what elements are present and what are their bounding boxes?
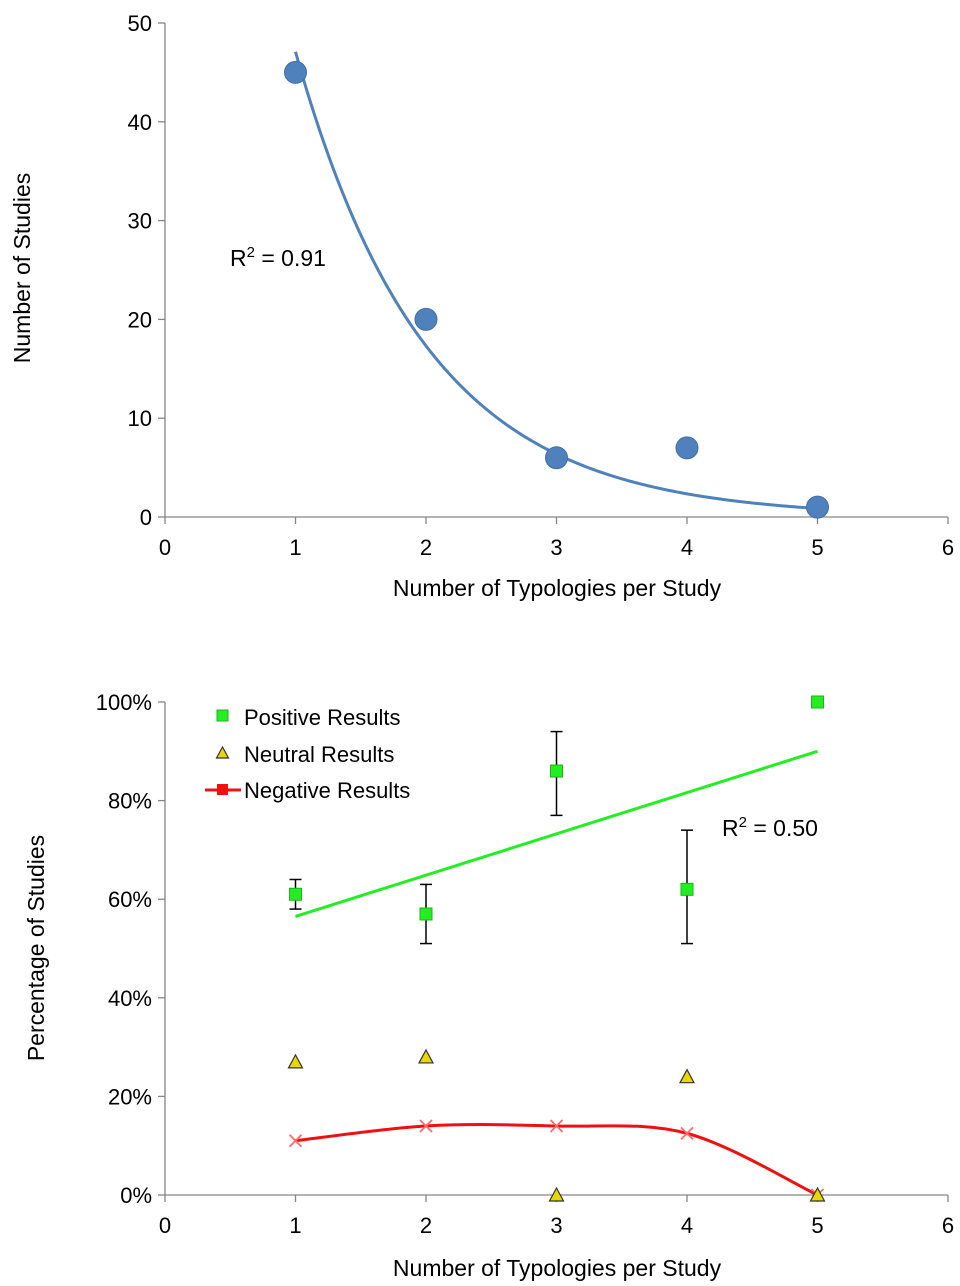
x-axis-title: Number of Typologies per Study — [393, 1255, 722, 1281]
legend: Positive Results Neutral Results Negativ… — [205, 705, 410, 803]
positive-point — [289, 887, 302, 901]
y-tick-labels: 0 10 20 30 40 50 — [128, 11, 152, 530]
x-tick-labels: 0 1 2 3 4 5 6 — [159, 1213, 954, 1238]
x-tick-label: 2 — [420, 1213, 432, 1238]
legend-label-neutral: Neutral Results — [244, 742, 394, 767]
data-points — [287, 695, 826, 1202]
x-tick-label: 6 — [942, 1213, 954, 1238]
r-squared-annotation: R2 = 0.91 — [230, 244, 326, 271]
x-tick-label: 1 — [289, 535, 301, 560]
chart-number-of-studies: 0 10 20 30 40 50 0 1 2 3 4 5 6 R2 = 0.91 Number of … — [9, 11, 954, 601]
negative-results-line — [295, 1123, 819, 1197]
x-tick-labels: 0 1 2 3 4 5 6 — [159, 535, 954, 560]
y-tick-label: 40 — [128, 110, 152, 135]
x-tick-label: 0 — [159, 1213, 171, 1238]
legend-label-positive: Positive Results — [244, 705, 401, 730]
y-tick-label: 80% — [108, 789, 152, 814]
negative-point — [419, 1119, 433, 1133]
legend-marker-neutral — [215, 745, 230, 759]
y-tick-label: 100% — [96, 690, 152, 715]
legend-marker-negative — [217, 784, 228, 795]
x-tick-label: 6 — [942, 535, 954, 560]
trendline — [294, 51, 818, 510]
legend-label-negative: Negative Results — [244, 778, 410, 803]
positive-point — [550, 764, 563, 778]
x-tick-label: 4 — [681, 535, 693, 560]
y-tick-label: 0 — [140, 505, 152, 530]
neutral-point — [287, 1053, 304, 1069]
negative-point — [680, 1126, 694, 1141]
y-tick-label: 0% — [120, 1183, 152, 1208]
y-tick-label: 10 — [128, 406, 152, 431]
positive-trendline — [295, 749, 818, 918]
legend-marker-positive — [216, 709, 229, 722]
y-tick-label: 20 — [128, 307, 152, 332]
data-point — [675, 436, 699, 460]
x-tick-label: 3 — [550, 535, 562, 560]
neutral-point — [678, 1068, 696, 1084]
neutral-point — [809, 1186, 826, 1202]
negative-point — [549, 1119, 564, 1133]
data-point — [414, 307, 438, 331]
x-tick-label: 5 — [811, 1213, 823, 1238]
y-tick-label: 40% — [108, 986, 152, 1011]
r-squared-annotation: R2 = 0.50 — [722, 814, 818, 841]
neutral-point — [548, 1186, 565, 1202]
y-axis-title: Number of Studies — [9, 173, 35, 363]
x-tick-label: 3 — [550, 1213, 562, 1238]
y-tick-label: 20% — [108, 1084, 152, 1109]
x-tick-label: 5 — [811, 535, 823, 560]
neutral-point — [417, 1048, 435, 1064]
x-tick-label: 1 — [289, 1213, 301, 1238]
x-axis-title: Number of Typologies per Study — [393, 575, 722, 601]
y-axis-title: Percentage of Studies — [23, 835, 49, 1061]
x-tick-label: 2 — [420, 535, 432, 560]
negative-point — [288, 1134, 303, 1148]
y-tick-labels: 0% 20% 40% 60% 80% 100% — [96, 690, 152, 1208]
chart-percentage-of-studies: 0% 20% 40% 60% 80% 100% 0 1 2 3 4 5 6 R2 = 0.50 Pos… — [23, 690, 954, 1281]
data-point — [284, 60, 307, 84]
y-tick-label: 30 — [128, 209, 152, 234]
data-point — [806, 495, 829, 519]
positive-point — [419, 907, 433, 921]
x-tick-label: 0 — [159, 535, 171, 560]
x-tick-label: 4 — [681, 1213, 693, 1238]
positive-point — [811, 695, 824, 709]
y-tick-label: 50 — [128, 11, 152, 36]
data-points — [284, 60, 829, 519]
positive-point — [680, 882, 694, 896]
data-point — [545, 446, 568, 470]
y-tick-label: 60% — [108, 887, 152, 912]
exponential-trendline — [294, 51, 818, 510]
